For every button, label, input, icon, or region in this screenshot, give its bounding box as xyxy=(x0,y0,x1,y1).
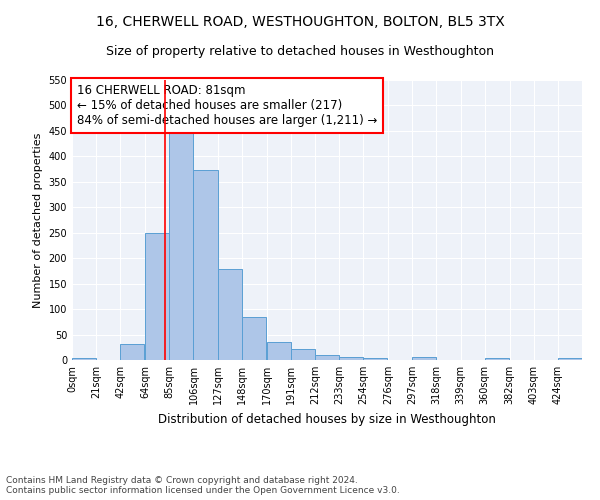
Text: Size of property relative to detached houses in Westhoughton: Size of property relative to detached ho… xyxy=(106,45,494,58)
Text: 16 CHERWELL ROAD: 81sqm
← 15% of detached houses are smaller (217)
84% of semi-d: 16 CHERWELL ROAD: 81sqm ← 15% of detache… xyxy=(77,84,377,127)
Y-axis label: Number of detached properties: Number of detached properties xyxy=(33,132,43,308)
Bar xyxy=(291,349,315,360)
Bar xyxy=(485,358,509,360)
Bar xyxy=(193,170,218,360)
Bar xyxy=(120,344,144,360)
Text: Contains HM Land Registry data © Crown copyright and database right 2024.
Contai: Contains HM Land Registry data © Crown c… xyxy=(6,476,400,495)
Bar xyxy=(412,358,436,360)
Bar xyxy=(218,270,242,360)
Bar xyxy=(145,232,169,360)
Bar xyxy=(72,358,96,360)
Text: 16, CHERWELL ROAD, WESTHOUGHTON, BOLTON, BL5 3TX: 16, CHERWELL ROAD, WESTHOUGHTON, BOLTON,… xyxy=(95,15,505,29)
Bar xyxy=(558,358,582,360)
Bar xyxy=(169,132,193,360)
Bar xyxy=(363,358,387,360)
Bar xyxy=(242,316,266,360)
Bar xyxy=(339,357,363,360)
Bar xyxy=(315,355,339,360)
Bar xyxy=(267,342,291,360)
X-axis label: Distribution of detached houses by size in Westhoughton: Distribution of detached houses by size … xyxy=(158,412,496,426)
